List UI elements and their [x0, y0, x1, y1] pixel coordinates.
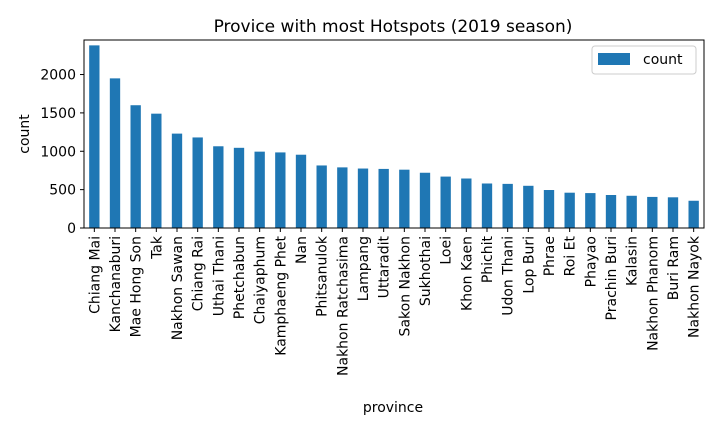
bar-tak — [151, 113, 162, 228]
x-tick-label: Khon Kaen — [459, 236, 475, 311]
chart-title: Provice with most Hotspots (2019 season) — [214, 17, 573, 37]
x-tick-label: Chiang Rai — [191, 236, 207, 311]
x-tick-label: Phichit — [480, 235, 496, 283]
x-tick-label: Buri Ram — [666, 236, 682, 300]
x-tick-label: Kalasin — [625, 236, 641, 286]
bar-kanchanaburi — [109, 78, 121, 229]
bar-uttaradit — [378, 168, 389, 228]
plot-frame — [83, 39, 705, 229]
bar-phichit — [481, 183, 493, 228]
x-tick-label: Phetchabun — [232, 236, 248, 319]
x-tick-label: Chaiyaphum — [253, 236, 269, 324]
bar-mae-hong-son — [130, 105, 141, 228]
x-tick-label: Loei — [439, 236, 455, 265]
x-tick-label: Nan — [294, 236, 310, 264]
x-axis-label: province — [363, 400, 423, 416]
x-tick-label: Mae Hong Son — [129, 236, 145, 337]
y-axis-label: count — [17, 114, 33, 154]
x-tick-label: Sukhothai — [418, 236, 434, 306]
bar-phrae — [543, 190, 555, 228]
bar-nakhon-ratchasima — [337, 167, 348, 228]
y-tick-label: 500 — [49, 183, 76, 199]
bar-buri-ram — [667, 197, 679, 228]
bar-uthai-thani — [213, 146, 224, 228]
y-tick-label: 0 — [67, 221, 76, 237]
bar-loei — [440, 176, 451, 228]
bar-lampang — [357, 168, 369, 228]
bar-nan — [295, 154, 307, 228]
x-tick-label: Chiang Mai — [87, 236, 103, 314]
x-tick-label: Uthai Thani — [211, 236, 227, 316]
bar-khon-kaen — [461, 178, 472, 228]
bar-kalasin — [626, 195, 637, 228]
x-tick-label: Roi Et — [563, 235, 579, 276]
x-tick-label: Kamphaeng Phet — [273, 235, 289, 355]
y-tick-label: 1500 — [40, 106, 76, 122]
bar-kamphaeng-phet — [275, 152, 286, 228]
x-tick-label: Tak — [149, 235, 165, 260]
bar-sukhothai — [419, 172, 431, 228]
legend-label: count — [643, 52, 683, 68]
x-tick-label: Udon Thani — [501, 236, 517, 316]
x-tick-label: Phayao — [583, 236, 599, 287]
x-tick-label: Nakhon Phanom — [645, 236, 661, 351]
bars-group — [89, 45, 699, 229]
x-tick-label: Prachin Buri — [604, 236, 620, 320]
bar-prachin-buri — [605, 195, 617, 228]
bar-nakhon-sawan — [171, 133, 183, 228]
y-tick-label: 1000 — [40, 144, 76, 160]
bar-nakhon-nayok — [688, 200, 699, 228]
y-axis: 0 500 1000 1500 2000 — [40, 68, 84, 237]
x-tick-label: Sakon Nakhon — [397, 236, 413, 336]
bar-nakhon-phanom — [647, 196, 658, 228]
bar-lop-buri — [523, 185, 534, 228]
bar-phitsanulok — [316, 165, 327, 228]
x-tick-label: Nakhon Ratchasima — [335, 236, 351, 376]
x-tick-label: Nakhon Sawan — [170, 236, 186, 340]
x-tick-label: Phitsanulok — [315, 235, 331, 317]
bar-chaiyaphum — [254, 151, 265, 228]
bar-sakon-nakhon — [399, 169, 410, 228]
legend: count — [591, 45, 697, 75]
bar-chiang-mai — [89, 45, 100, 228]
x-tick-label: Lop Buri — [521, 236, 537, 294]
bar-phayao — [585, 193, 596, 228]
x-axis: Chiang Mai Kanchanaburi Mae Hong Son Tak Nak… — [87, 228, 703, 376]
y-tick-label: 2000 — [40, 68, 76, 84]
bar-chiang-rai — [192, 137, 203, 228]
x-tick-label: Kanchanaburi — [108, 236, 124, 332]
x-tick-label: Nakhon Nayok — [687, 235, 703, 338]
x-tick-label: Phrae — [542, 236, 558, 276]
x-tick-label: Lampang — [356, 236, 372, 301]
x-tick-label: Uttaradit — [377, 235, 393, 298]
bar-udon-thani — [502, 183, 513, 228]
legend-swatch — [598, 53, 630, 65]
bar-phetchabun — [233, 147, 245, 228]
bar-roi-et — [564, 192, 575, 228]
